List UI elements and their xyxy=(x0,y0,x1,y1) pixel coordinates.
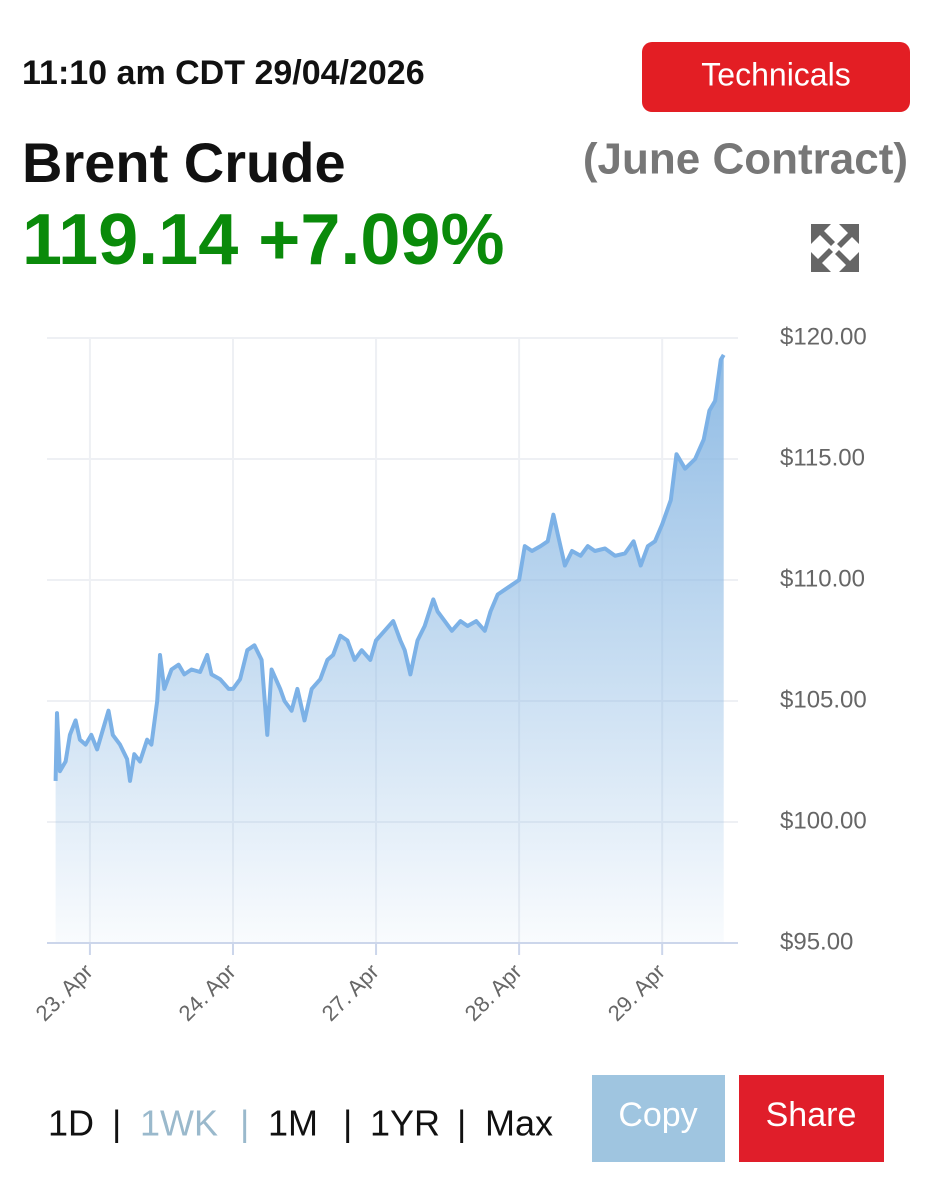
range-separator: | xyxy=(112,1103,121,1144)
range-separator: | xyxy=(240,1103,249,1144)
x-tick-label: 27. Apr xyxy=(317,959,384,1026)
range-selector: 1D 1WK 1M 1YR Max | | | | xyxy=(48,1103,553,1144)
chart: $95.00 $100.00 $105.00 $110.00 $115.00 $120.0… xyxy=(31,323,867,1026)
instrument-name: Brent Crude xyxy=(22,131,346,194)
y-tick-label: $120.00 xyxy=(780,323,867,350)
x-tick-label: 23. Apr xyxy=(31,959,98,1026)
price-value: 119.14 xyxy=(22,200,238,280)
timestamp: 11:10 am CDT 29/04/2026 xyxy=(22,54,425,92)
range-option[interactable]: 1YR xyxy=(370,1103,440,1144)
range-separator: | xyxy=(343,1103,352,1144)
copy-button[interactable] xyxy=(592,1075,725,1162)
price: 119.14 +7.09% xyxy=(22,200,504,280)
technicals-label[interactable]: Technicals xyxy=(701,56,850,92)
y-tick-label: $115.00 xyxy=(780,444,865,471)
range-option[interactable]: 1M xyxy=(268,1103,318,1144)
y-tick-label: $95.00 xyxy=(780,928,853,955)
price-line xyxy=(53,353,726,783)
y-tick-label: $100.00 xyxy=(780,807,867,834)
technicals-button[interactable] xyxy=(642,42,910,112)
area-fill xyxy=(55,354,724,943)
x-tick-label: 24. Apr xyxy=(174,959,241,1026)
y-tick-label: $105.00 xyxy=(780,686,867,713)
x-tick-label: 28. Apr xyxy=(460,959,527,1026)
range-option[interactable]: 1WK xyxy=(140,1103,218,1144)
range-option[interactable]: Max xyxy=(485,1103,553,1144)
range-option[interactable]: 1D xyxy=(48,1103,94,1144)
x-tick-label: 29. Apr xyxy=(603,959,670,1026)
copy-label[interactable]: Copy xyxy=(618,1096,697,1134)
y-tick-label: $110.00 xyxy=(780,565,865,592)
contract: (June Contract) xyxy=(583,135,908,184)
range-separator: | xyxy=(457,1103,466,1144)
price-change: +7.09% xyxy=(258,200,504,280)
share-button[interactable] xyxy=(739,1075,884,1162)
expand-icon[interactable] xyxy=(809,222,861,274)
share-label[interactable]: Share xyxy=(766,1096,857,1134)
